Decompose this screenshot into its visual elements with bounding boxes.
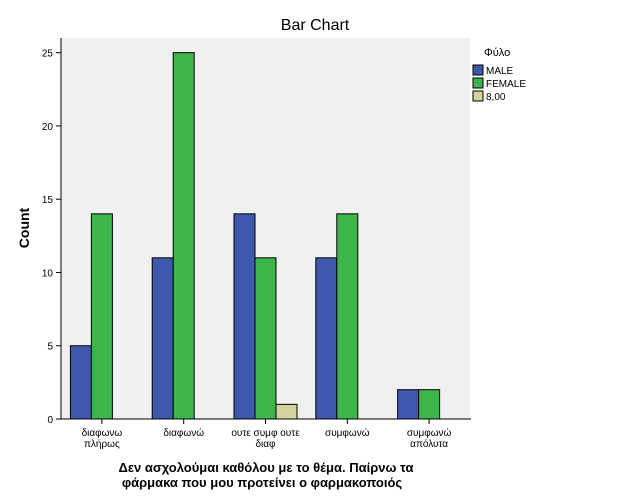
chart-title: Bar Chart xyxy=(281,17,350,34)
bar-female xyxy=(336,213,359,420)
x-tick-label: ουτε συμφ ουτε xyxy=(231,428,300,439)
x-tick-label: διαφωνω xyxy=(82,428,123,439)
legend-swatch xyxy=(472,64,484,76)
bar-female xyxy=(254,257,277,420)
x-tick-label: διαφ xyxy=(255,439,276,450)
y-tick-label: 5 xyxy=(47,342,53,353)
bar-male xyxy=(397,389,420,420)
x-tick-label: διαφωνώ xyxy=(163,427,204,439)
x-tick-label: πλήρως xyxy=(84,438,120,450)
x-tick-label: συμφωνώ xyxy=(407,427,452,439)
legend-label: FEMALE xyxy=(486,79,526,90)
x-tick-label: συμφωνώ xyxy=(325,427,370,439)
bar-male xyxy=(233,213,256,420)
legend-swatch xyxy=(472,90,484,102)
y-tick-label: 10 xyxy=(42,268,54,279)
legend-label: 8,00 xyxy=(486,92,506,103)
x-axis-label-line-1: Δεν ασχολούμαι καθόλου με το θέμα. Παίρν… xyxy=(119,460,414,475)
x-axis-label-line-2: φάρμακα που μου προτείνει ο φαρμακοποιός xyxy=(122,475,403,490)
bar-male xyxy=(315,257,338,420)
legend-label: MALE xyxy=(486,66,514,77)
bar-male xyxy=(151,257,174,420)
legend-title: Φύλο xyxy=(484,47,510,59)
y-tick-label: 20 xyxy=(42,122,54,133)
x-tick-label: απόλυτα xyxy=(410,438,448,450)
y-tick-label: 25 xyxy=(42,49,54,60)
bar-male xyxy=(69,345,92,420)
y-tick-label: 15 xyxy=(42,195,54,206)
bar-8-00 xyxy=(275,403,298,420)
y-axis-label: Count xyxy=(16,207,32,248)
bar-female xyxy=(90,213,113,420)
bar-female xyxy=(418,389,441,420)
legend-swatch xyxy=(472,77,484,89)
y-tick-label: 0 xyxy=(47,415,53,426)
bar-female xyxy=(172,52,195,420)
